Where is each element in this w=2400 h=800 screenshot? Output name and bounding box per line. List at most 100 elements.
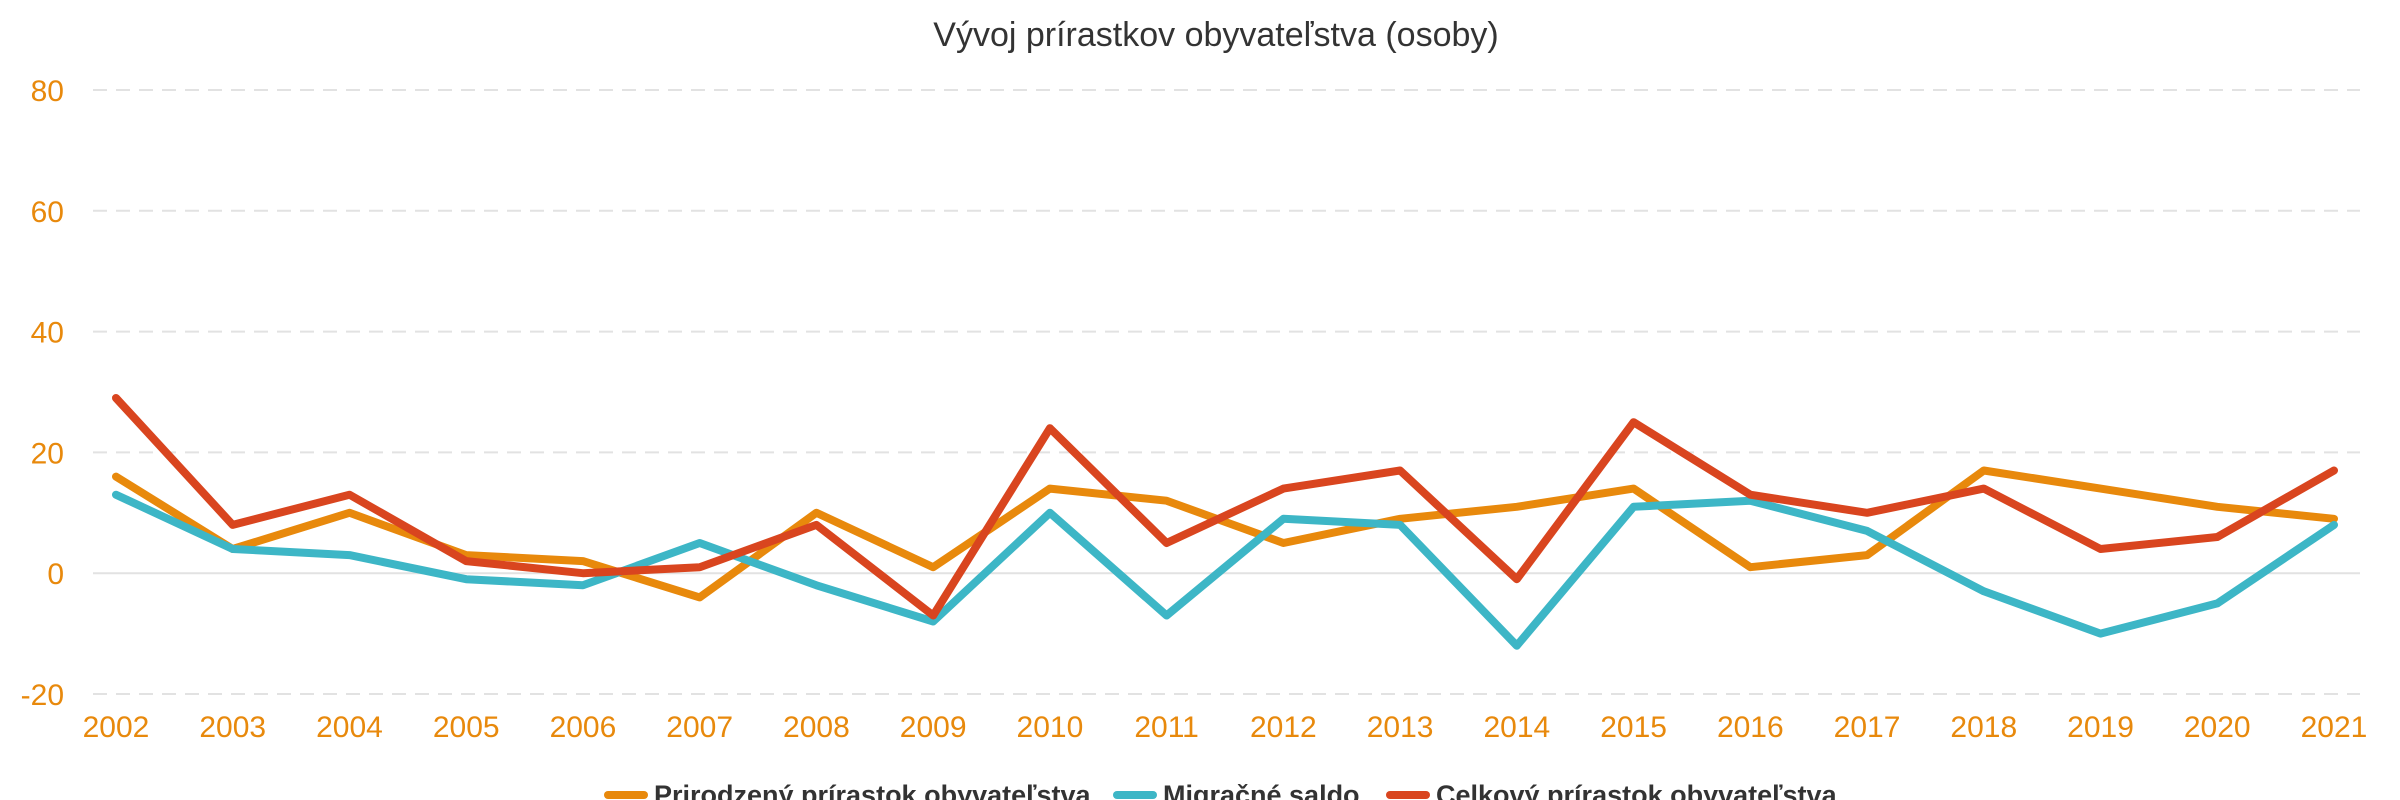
x-tick-label: 2020 <box>2184 711 2251 744</box>
series-group <box>112 394 2338 620</box>
data-point <box>347 553 352 558</box>
x-tick-label: 2008 <box>783 711 850 744</box>
x-tick-label: 2006 <box>550 711 617 744</box>
data-point <box>814 510 819 515</box>
data-point <box>2332 522 2336 527</box>
x-tick-label: 2002 <box>83 711 150 744</box>
x-tick-label: 2013 <box>1367 711 1434 744</box>
data-point <box>1631 504 1636 509</box>
data-point <box>1631 486 1636 491</box>
x-tick-label: 2014 <box>1483 711 1550 744</box>
data-point <box>697 565 702 570</box>
x-tick-label: 2017 <box>1834 711 1901 744</box>
data-point <box>114 474 118 479</box>
series-group <box>112 490 2338 650</box>
data-point <box>1398 468 1403 473</box>
y-axis-tick-labels: -20 0 20 40 60 80 <box>21 75 64 712</box>
legend-item[interactable]: Celkový prírastok obyvateľstva <box>1386 780 1838 800</box>
data-point <box>1865 553 1870 558</box>
y-tick-label: 80 <box>31 75 64 108</box>
data-point <box>697 541 702 545</box>
y-tick-label: 20 <box>31 437 64 470</box>
x-axis-tick-labels: 2002 2003 2004 2005 2006 2007 2008 2009 2010 2011… <box>83 711 2368 744</box>
x-tick-label: 2016 <box>1717 711 1784 744</box>
data-point <box>2215 601 2220 606</box>
data-point <box>1281 516 1286 521</box>
series-line <box>112 490 2338 650</box>
x-tick-label: 2005 <box>433 711 500 744</box>
data-point <box>2098 547 2103 552</box>
data-point <box>114 396 118 401</box>
x-tick-label: 2012 <box>1250 711 1317 744</box>
data-point <box>464 559 469 564</box>
data-point <box>814 583 819 588</box>
x-tick-label: 2015 <box>1600 711 1667 744</box>
data-point <box>1514 504 1519 509</box>
data-point <box>1981 589 1986 594</box>
data-point <box>230 522 235 527</box>
series-group <box>112 466 2338 602</box>
data-point <box>347 492 352 497</box>
data-point <box>1748 498 1753 503</box>
data-point <box>1047 486 1052 491</box>
data-point <box>580 571 585 576</box>
data-point <box>1631 420 1636 425</box>
data-point <box>931 613 936 618</box>
data-point <box>1281 541 1286 545</box>
data-point <box>1281 486 1286 491</box>
x-tick-label: 2007 <box>666 711 733 744</box>
x-tick-label: 2011 <box>1134 711 1199 744</box>
y-tick-label: 60 <box>31 196 64 229</box>
x-tick-label: 2021 <box>2301 711 2368 744</box>
legend-item[interactable]: Prirodzený prírastok obyvateľstva <box>604 780 1092 800</box>
data-point <box>2098 631 2103 636</box>
x-tick-label: 2004 <box>316 711 383 744</box>
data-point <box>931 619 936 624</box>
data-point <box>814 522 819 527</box>
data-point <box>1981 486 1986 491</box>
data-point <box>114 492 118 497</box>
legend-label: Prirodzený prírastok obyvateľstva <box>654 780 1092 800</box>
grid-lines <box>93 89 2360 695</box>
x-tick-label: 2010 <box>1017 711 1084 744</box>
data-point <box>1514 577 1519 582</box>
data-point <box>1398 522 1403 527</box>
data-point <box>697 595 702 600</box>
legend-item[interactable]: Migračné saldo <box>1113 780 1360 800</box>
data-point <box>2215 534 2220 539</box>
x-tick-label: 2003 <box>199 711 266 744</box>
data-point <box>1047 426 1052 431</box>
data-point <box>1164 541 1169 545</box>
data-point <box>1164 498 1169 503</box>
series-lines <box>112 394 2338 650</box>
data-point <box>580 559 585 564</box>
x-tick-label: 2019 <box>2067 711 2134 744</box>
data-point <box>1514 643 1519 648</box>
data-point <box>2215 504 2220 509</box>
data-point <box>1748 492 1753 497</box>
data-point <box>2332 516 2336 521</box>
data-point <box>580 583 585 588</box>
data-point <box>2098 486 2103 491</box>
data-point <box>1981 468 1986 473</box>
y-tick-label: 0 <box>47 558 64 591</box>
data-point <box>1865 510 1870 515</box>
y-tick-label: 40 <box>31 317 64 350</box>
series-line <box>112 394 2338 620</box>
data-point <box>1164 613 1169 618</box>
data-point <box>1865 528 1870 533</box>
legend: Prirodzený prírastok obyvateľstva Migračn… <box>604 780 1838 800</box>
data-point <box>2332 468 2336 473</box>
y-tick-label: -20 <box>21 679 64 712</box>
chart-title: Vývoj prírastkov obyvateľstva (osoby) <box>933 16 1498 54</box>
data-point <box>1047 510 1052 515</box>
data-point <box>230 547 235 552</box>
data-point <box>464 577 469 582</box>
x-tick-label: 2009 <box>900 711 967 744</box>
data-point <box>1398 516 1403 521</box>
series-line <box>112 466 2338 602</box>
legend-label: Celkový prírastok obyvateľstva <box>1436 780 1838 800</box>
data-point <box>931 565 936 570</box>
